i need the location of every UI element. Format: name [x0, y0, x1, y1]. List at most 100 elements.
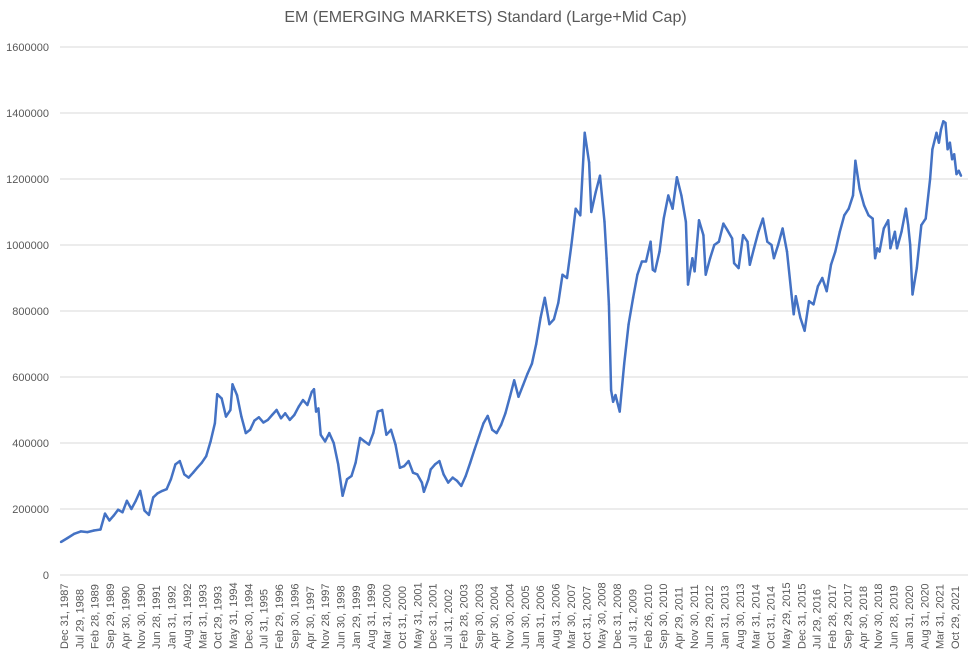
data-point	[248, 428, 252, 431]
data-point	[704, 273, 707, 276]
x-tick-label: May 31, 1994	[228, 582, 240, 649]
data-point	[535, 342, 538, 346]
data-point	[803, 329, 806, 332]
data-point	[350, 474, 353, 478]
data-point	[244, 431, 247, 435]
data-point	[816, 285, 820, 288]
data-point	[911, 293, 914, 296]
data-point	[752, 247, 756, 250]
x-tick-label: Feb 28, 2017	[827, 584, 839, 649]
data-point	[605, 257, 608, 260]
x-tick-label: Oct 29, 1993	[213, 586, 225, 649]
x-tick-label: Apr 30, 2018	[858, 586, 870, 649]
x-tick-label: Apr 29, 2011	[673, 587, 685, 649]
data-point	[876, 247, 879, 250]
data-point	[766, 240, 769, 243]
data-point	[636, 273, 639, 276]
y-tick-label: 800000	[12, 306, 49, 318]
data-point	[959, 174, 963, 177]
data-point	[653, 270, 657, 273]
data-point	[165, 488, 168, 491]
data-point	[486, 414, 489, 418]
data-point	[790, 293, 793, 296]
data-point	[955, 172, 958, 176]
data-point	[708, 257, 712, 260]
data-point	[139, 489, 142, 493]
data-point	[385, 433, 388, 436]
data-point	[183, 473, 186, 476]
data-point	[557, 301, 560, 304]
data-point	[834, 250, 837, 253]
x-tick-label: Mar 31, 1993	[197, 584, 209, 649]
data-point	[644, 260, 648, 263]
data-point	[332, 441, 335, 445]
x-tick-label: Mar 31, 2000	[382, 584, 394, 649]
chart-title: EM (EMERGING MARKETS) Standard (Large+Mi…	[284, 9, 687, 26]
data-point	[614, 393, 617, 397]
data-point	[574, 207, 577, 210]
data-point	[640, 260, 644, 263]
data-point	[420, 481, 424, 484]
data-point	[253, 419, 256, 422]
data-point	[279, 417, 283, 420]
data-point	[583, 131, 586, 134]
data-point	[920, 224, 923, 227]
data-point	[900, 230, 903, 233]
data-point	[403, 464, 406, 468]
x-tick-label: Jan 31, 1992	[167, 585, 179, 649]
x-tick-label: Jun 30, 1998	[336, 585, 348, 649]
x-tick-label: Apr 30, 1997	[305, 586, 317, 649]
y-tick-label: 1000000	[6, 240, 49, 252]
data-point	[191, 471, 195, 474]
data-point	[781, 227, 784, 230]
data-point	[381, 408, 384, 412]
data-point	[561, 273, 564, 276]
data-point	[838, 230, 841, 233]
data-point	[231, 383, 234, 386]
data-point	[411, 471, 415, 474]
data-point	[275, 408, 278, 412]
data-point	[323, 440, 327, 443]
data-point	[761, 217, 765, 220]
y-tick-label: 600000	[12, 372, 49, 384]
x-tick-label: Oct 31, 2000	[397, 586, 409, 649]
data-point	[319, 433, 322, 436]
x-tick-label: Apr 30, 2004	[489, 586, 501, 649]
data-point	[776, 243, 780, 247]
data-point	[843, 214, 846, 217]
data-point	[770, 243, 773, 247]
data-point	[451, 476, 454, 479]
data-point	[73, 532, 76, 535]
data-point	[372, 431, 375, 435]
data-point	[358, 436, 362, 440]
data-point	[389, 428, 393, 431]
x-tick-label: Sep 30, 2010	[658, 584, 670, 649]
data-point	[491, 428, 494, 431]
data-point	[229, 408, 232, 412]
data-point	[187, 476, 190, 479]
x-tick-label: Dec 31, 2008	[612, 584, 624, 649]
data-point	[867, 214, 870, 217]
data-point	[169, 478, 173, 481]
data-point	[134, 499, 137, 502]
data-point	[618, 410, 621, 413]
x-tick-label: Nov 30, 2011	[689, 584, 701, 649]
data-point	[235, 393, 239, 397]
data-point	[147, 513, 151, 517]
data-point	[895, 247, 899, 250]
x-tick-label: Jul 31, 2009	[627, 589, 639, 649]
data-point	[924, 217, 927, 220]
data-point	[293, 413, 296, 417]
x-tick-label: Jun 30, 2005	[520, 585, 532, 649]
data-point	[429, 468, 432, 471]
data-point	[939, 128, 943, 131]
data-point	[887, 219, 890, 222]
data-point	[240, 415, 243, 418]
data-point	[915, 266, 918, 270]
x-tick-label: Jan 31, 2013	[720, 585, 732, 649]
y-tick-label: 0	[43, 570, 49, 582]
data-point	[691, 257, 694, 260]
data-point	[416, 473, 419, 476]
data-point	[499, 423, 503, 427]
data-point	[473, 448, 476, 451]
